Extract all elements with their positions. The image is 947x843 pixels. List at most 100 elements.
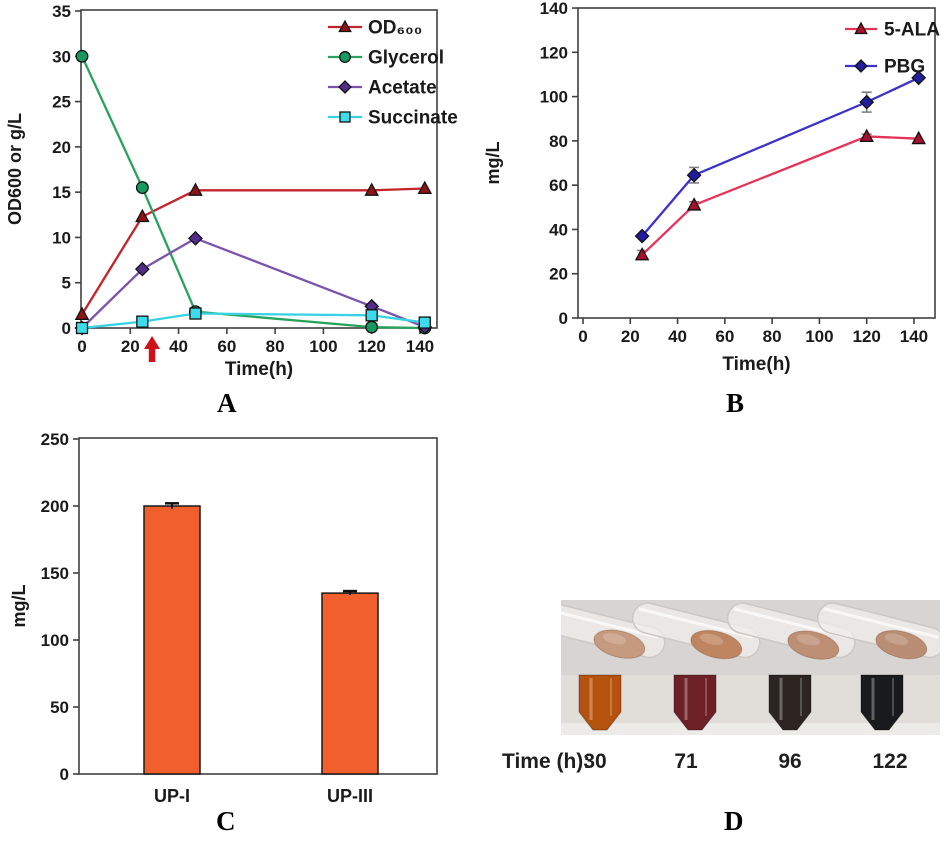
legend-marker-5-ALA <box>854 21 868 35</box>
x-tick-label: 0 <box>578 327 587 346</box>
test-tube-3 <box>726 602 856 660</box>
photo-bottom-band <box>561 723 940 735</box>
y-axis-title: mg/L <box>483 141 503 184</box>
legend-label-OD600: OD₆₀₀ <box>368 18 422 39</box>
bar-category-label: UP-I <box>154 786 190 806</box>
pellet-sheen <box>796 634 821 646</box>
photo-area <box>561 600 940 735</box>
legend-marker-PBG <box>854 59 868 73</box>
x-tick-label: 120 <box>357 337 385 356</box>
Succinate-marker <box>136 315 149 328</box>
panel-b: 0 20 40 60 80 100 120 140 0 20 40 60 80 100 120 140 Time… <box>470 0 947 420</box>
x-tick-label: 40 <box>668 327 687 346</box>
time-value-4: 122 <box>872 750 908 773</box>
y-tick-label: 35 <box>52 2 71 21</box>
Acetate-marker <box>134 261 150 277</box>
series-line-OD600 <box>81 187 425 316</box>
panel-a: 0 5 10 15 20 25 30 35 0 20 40 60 80 100 120 140 Time(h) O… <box>0 0 470 420</box>
plot-frame <box>78 437 438 775</box>
OD600-marker <box>417 180 433 195</box>
time-row: Time (h): 30 71 96 122 <box>470 750 947 780</box>
photo-tubes-time-course <box>561 600 940 735</box>
OD600-marker <box>364 182 379 196</box>
axis-ticks: 0 20 40 60 80 100 120 140 0 20 40 60 80 100 120 140 <box>540 0 929 346</box>
pellet-sheen <box>699 633 724 645</box>
y-tick-label: 20 <box>549 265 568 284</box>
5-ALA-marker <box>859 128 874 142</box>
y-tick-label: 5 <box>62 274 71 293</box>
time-value-3: 96 <box>778 750 802 773</box>
legend-marker-Succinate <box>339 111 351 123</box>
pellet-sheen <box>884 633 909 645</box>
test-tube-1 <box>561 602 666 659</box>
x-tick-label: 60 <box>715 327 734 346</box>
Glycerol-marker <box>365 320 379 334</box>
cell-pellet <box>593 629 646 659</box>
pellet-sheen <box>602 633 627 645</box>
centrifuge-tube-3 <box>768 674 812 731</box>
legend-marker-Acetate <box>338 80 352 94</box>
y-axis-title: OD600 or g/L <box>5 113 25 225</box>
series-PBG <box>634 70 927 244</box>
PBG-marker <box>911 70 927 86</box>
y-tick-label: 0 <box>60 765 69 784</box>
axis-ticks: 0 5 10 15 20 25 30 35 0 20 40 60 80 100 120 140 <box>52 2 434 356</box>
bar-UP-III <box>321 592 379 775</box>
tube-liquid <box>860 674 904 731</box>
plot-frame <box>80 9 438 329</box>
y-tick-label: 140 <box>540 0 568 18</box>
5-ALA-marker <box>911 130 926 145</box>
x-tick-label: 80 <box>763 327 782 346</box>
centrifuge-tube-4 <box>860 674 904 731</box>
x-tick-label: 100 <box>309 337 337 356</box>
panel-b-letter: B <box>726 388 745 418</box>
chart-a-growth-metabolites: 0 5 10 15 20 25 30 35 0 20 40 60 80 100 120 140 Time(h) O… <box>5 2 458 380</box>
centrifuge-tube-2 <box>673 674 717 731</box>
series-OD600 <box>74 180 433 320</box>
PBG-marker <box>859 94 875 110</box>
y-axis-title: mg/L <box>9 584 29 627</box>
cell-pellet <box>875 630 928 660</box>
x-tick-label: 20 <box>621 327 640 346</box>
y-tick-label: 50 <box>50 698 69 717</box>
bar-category-label: UP-III <box>327 786 373 806</box>
plot-frame <box>577 7 936 319</box>
series-Acetate <box>74 230 433 336</box>
OD600-marker <box>74 306 90 320</box>
test-tube-2 <box>631 602 761 660</box>
y-tick-label: 60 <box>549 176 568 195</box>
PBG-marker <box>686 167 702 183</box>
y-tick-label: 80 <box>549 132 568 151</box>
chart-b-ala-pbg: 0 20 40 60 80 100 120 140 0 20 40 60 80 100 120 140 Time… <box>483 0 940 375</box>
y-tick-label: 250 <box>41 430 69 449</box>
x-tick-label: 140 <box>406 337 434 356</box>
x-axis-title: Time(h) <box>225 359 293 380</box>
glass-highlight <box>561 607 659 639</box>
tube-liquid <box>578 674 622 731</box>
x-tick-label: 100 <box>805 327 833 346</box>
series-line-PBG <box>641 76 920 237</box>
legend-label-PBG: PBG <box>884 57 925 78</box>
Succinate-marker <box>75 321 89 335</box>
Succinate-marker <box>418 316 431 329</box>
Succinate-marker <box>189 307 202 320</box>
cell-pellet <box>787 630 840 660</box>
time-value-2: 71 <box>674 750 698 773</box>
y-tick-label: 25 <box>52 93 71 112</box>
x-tick-label: 40 <box>169 337 188 356</box>
series-5-ALA <box>634 128 926 261</box>
Succinate-marker <box>365 309 378 322</box>
x-tick-label: 80 <box>266 337 285 356</box>
y-tick-label: 0 <box>62 319 71 338</box>
x-tick-label: 60 <box>217 337 236 356</box>
legend-label-5-ALA: 5-ALA <box>884 20 940 41</box>
y-tick-label: 20 <box>52 138 71 157</box>
x-tick-label: 140 <box>900 327 928 346</box>
y-tick-label: 30 <box>52 47 71 66</box>
panel-c: 0 50 100 150 200 250 mg/L UP-I UP-III C <box>0 420 470 843</box>
chart-c-uroporphyrin-bars: 0 50 100 150 200 250 mg/L UP-I UP-III <box>9 430 438 806</box>
test-tube-4 <box>816 602 940 660</box>
series-line-5-ALA <box>641 135 919 256</box>
panel-c-letter: C <box>216 806 236 836</box>
